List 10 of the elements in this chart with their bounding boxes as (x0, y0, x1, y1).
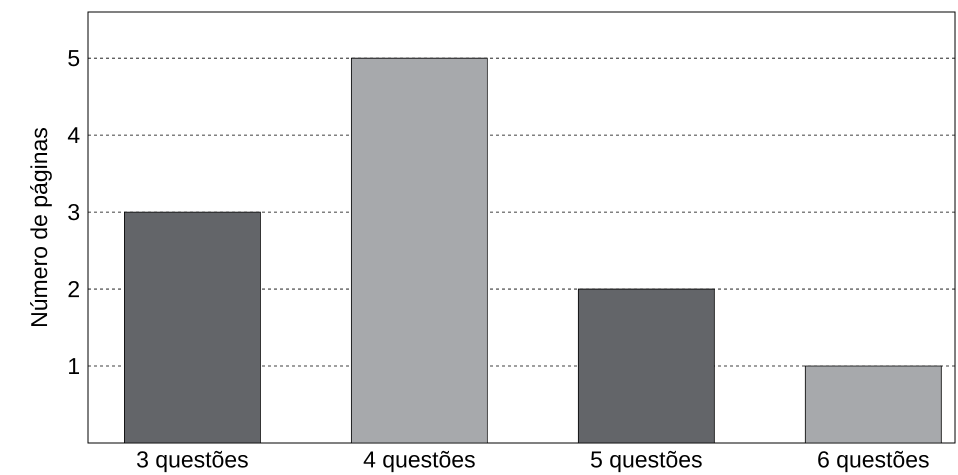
y-tick-label: 3 (68, 204, 80, 220)
y-tick-label: 5 (68, 50, 80, 66)
x-tick-label: 6 questões (818, 450, 929, 472)
x-tick-label: 3 questões (137, 450, 248, 472)
y-axis-title: Número de páginas (30, 128, 52, 326)
y-tick-label: 4 (68, 127, 80, 144)
x-tick-label: 4 questões (364, 450, 475, 472)
x-tick-label: 5 questões (590, 450, 702, 472)
y-tick-label: 1 (69, 358, 80, 374)
y-tick-label: 2 (68, 281, 79, 298)
